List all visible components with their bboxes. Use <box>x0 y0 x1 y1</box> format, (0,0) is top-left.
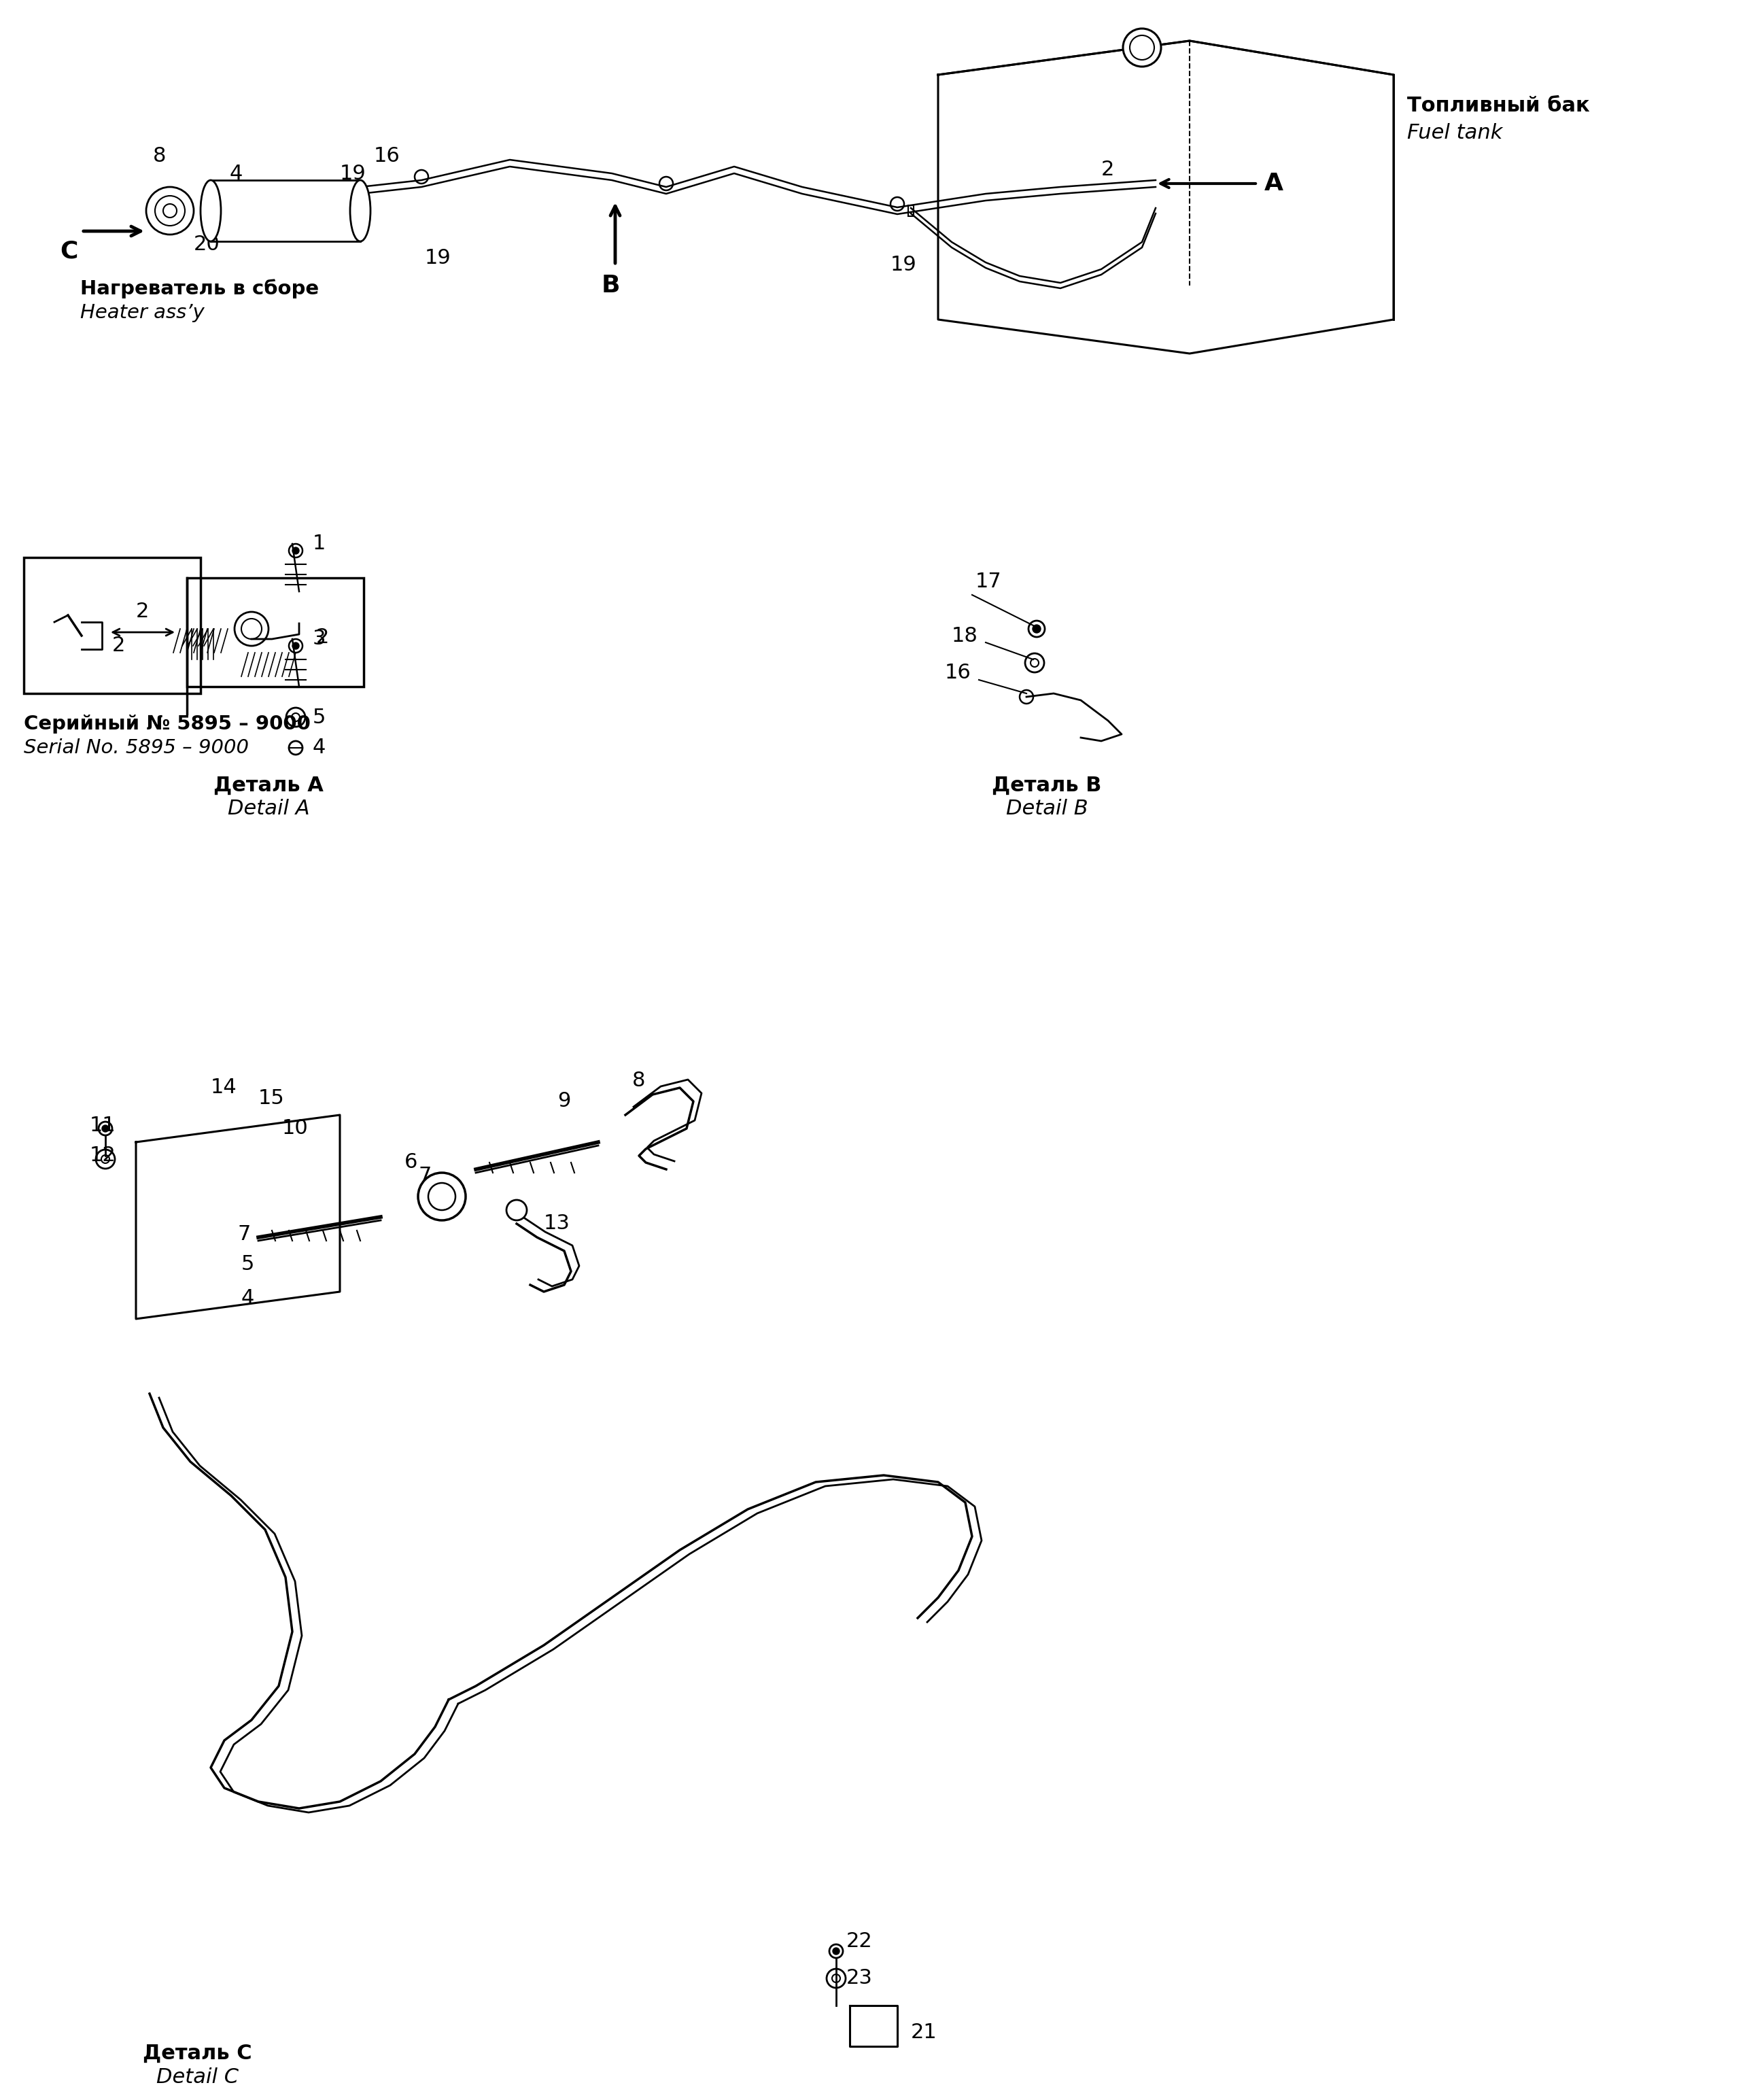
Circle shape <box>1030 659 1039 667</box>
Ellipse shape <box>349 180 370 241</box>
Text: 10: 10 <box>282 1118 309 1139</box>
Circle shape <box>1124 29 1161 67</box>
Circle shape <box>1154 176 1171 191</box>
Circle shape <box>1129 36 1154 61</box>
Circle shape <box>284 1187 300 1204</box>
Circle shape <box>162 204 176 218</box>
Text: 3: 3 <box>312 629 326 648</box>
Circle shape <box>286 707 305 726</box>
Text: 7: 7 <box>418 1166 430 1185</box>
Circle shape <box>102 1125 109 1133</box>
Text: A: A <box>1265 172 1284 195</box>
Text: 19: 19 <box>425 248 452 269</box>
Circle shape <box>293 642 300 648</box>
Text: 8: 8 <box>153 147 166 166</box>
Circle shape <box>289 543 302 558</box>
Text: Деталь А: Деталь А <box>213 776 323 795</box>
Text: Detail B: Detail B <box>1005 799 1088 818</box>
Text: 20: 20 <box>194 235 220 254</box>
Text: 11: 11 <box>90 1116 116 1135</box>
Circle shape <box>1020 690 1034 703</box>
Circle shape <box>101 1156 109 1162</box>
Circle shape <box>891 197 905 210</box>
Text: 16: 16 <box>374 147 400 166</box>
Circle shape <box>506 1200 527 1221</box>
Text: C: C <box>60 239 78 262</box>
Text: 15: 15 <box>258 1089 284 1108</box>
Circle shape <box>235 613 268 646</box>
Text: Detail A: Detail A <box>228 799 309 818</box>
Text: 6: 6 <box>404 1152 418 1173</box>
Text: 2: 2 <box>316 627 330 648</box>
Circle shape <box>415 170 429 183</box>
Text: 23: 23 <box>847 1968 873 1989</box>
Circle shape <box>418 1173 466 1221</box>
Circle shape <box>1028 621 1044 638</box>
Text: 21: 21 <box>910 2022 937 2043</box>
Text: 1: 1 <box>312 535 326 554</box>
Bar <box>1058 239 1064 250</box>
Text: Fuel tank: Fuel tank <box>1408 122 1503 143</box>
Circle shape <box>833 1947 840 1955</box>
Text: Нагреватель в сборе: Нагреватель в сборе <box>79 279 319 298</box>
Text: 4: 4 <box>312 738 326 757</box>
Circle shape <box>429 1183 455 1211</box>
Circle shape <box>833 1974 840 1983</box>
Text: 18: 18 <box>951 625 977 646</box>
Circle shape <box>155 195 185 227</box>
Circle shape <box>242 619 261 640</box>
Text: 7: 7 <box>238 1223 250 1244</box>
Text: 5: 5 <box>312 707 326 728</box>
Text: 2: 2 <box>1101 159 1115 180</box>
Text: 16: 16 <box>946 663 972 684</box>
Text: Serial No. 5895 – 9000: Serial No. 5895 – 9000 <box>23 738 249 757</box>
Circle shape <box>289 741 302 755</box>
Polygon shape <box>938 40 1394 355</box>
Circle shape <box>95 1150 115 1169</box>
Text: Серийный № 5895 – 9000: Серийный № 5895 – 9000 <box>23 715 310 734</box>
Text: Detail C: Detail C <box>155 2067 238 2088</box>
Bar <box>23 558 201 694</box>
Circle shape <box>1025 652 1044 671</box>
Text: 22: 22 <box>847 1930 873 1951</box>
Circle shape <box>1171 178 1182 189</box>
Text: 2: 2 <box>113 636 125 657</box>
Text: Деталь В: Деталь В <box>991 776 1102 795</box>
Circle shape <box>162 1250 178 1265</box>
Circle shape <box>291 713 300 722</box>
Circle shape <box>162 1160 178 1177</box>
Circle shape <box>827 1968 845 1989</box>
Ellipse shape <box>201 180 220 241</box>
Bar <box>908 206 914 216</box>
Text: 19: 19 <box>891 256 917 275</box>
Text: 9: 9 <box>557 1091 570 1112</box>
Circle shape <box>660 176 674 191</box>
Circle shape <box>146 187 194 235</box>
Polygon shape <box>136 1114 340 1320</box>
Bar <box>210 180 360 241</box>
Text: 5: 5 <box>242 1255 254 1273</box>
Text: 12: 12 <box>90 1146 116 1166</box>
Text: 14: 14 <box>210 1078 236 1097</box>
Text: Heater ass’y: Heater ass’y <box>79 304 205 323</box>
Bar <box>187 577 363 686</box>
Text: 2: 2 <box>136 602 150 621</box>
Text: 8: 8 <box>632 1072 646 1091</box>
Circle shape <box>289 640 302 652</box>
Text: 4: 4 <box>242 1288 254 1309</box>
Text: 4: 4 <box>229 164 243 183</box>
Text: Деталь С: Деталь С <box>143 2043 252 2062</box>
Circle shape <box>99 1122 113 1135</box>
Text: 19: 19 <box>340 164 367 183</box>
Text: 17: 17 <box>975 571 1002 592</box>
Circle shape <box>293 548 300 554</box>
Circle shape <box>829 1945 843 1957</box>
Text: B: B <box>602 275 621 298</box>
Text: 13: 13 <box>543 1215 570 1234</box>
Circle shape <box>1032 625 1041 634</box>
Polygon shape <box>850 2006 898 2046</box>
Text: Топливный бак: Топливный бак <box>1408 97 1589 115</box>
